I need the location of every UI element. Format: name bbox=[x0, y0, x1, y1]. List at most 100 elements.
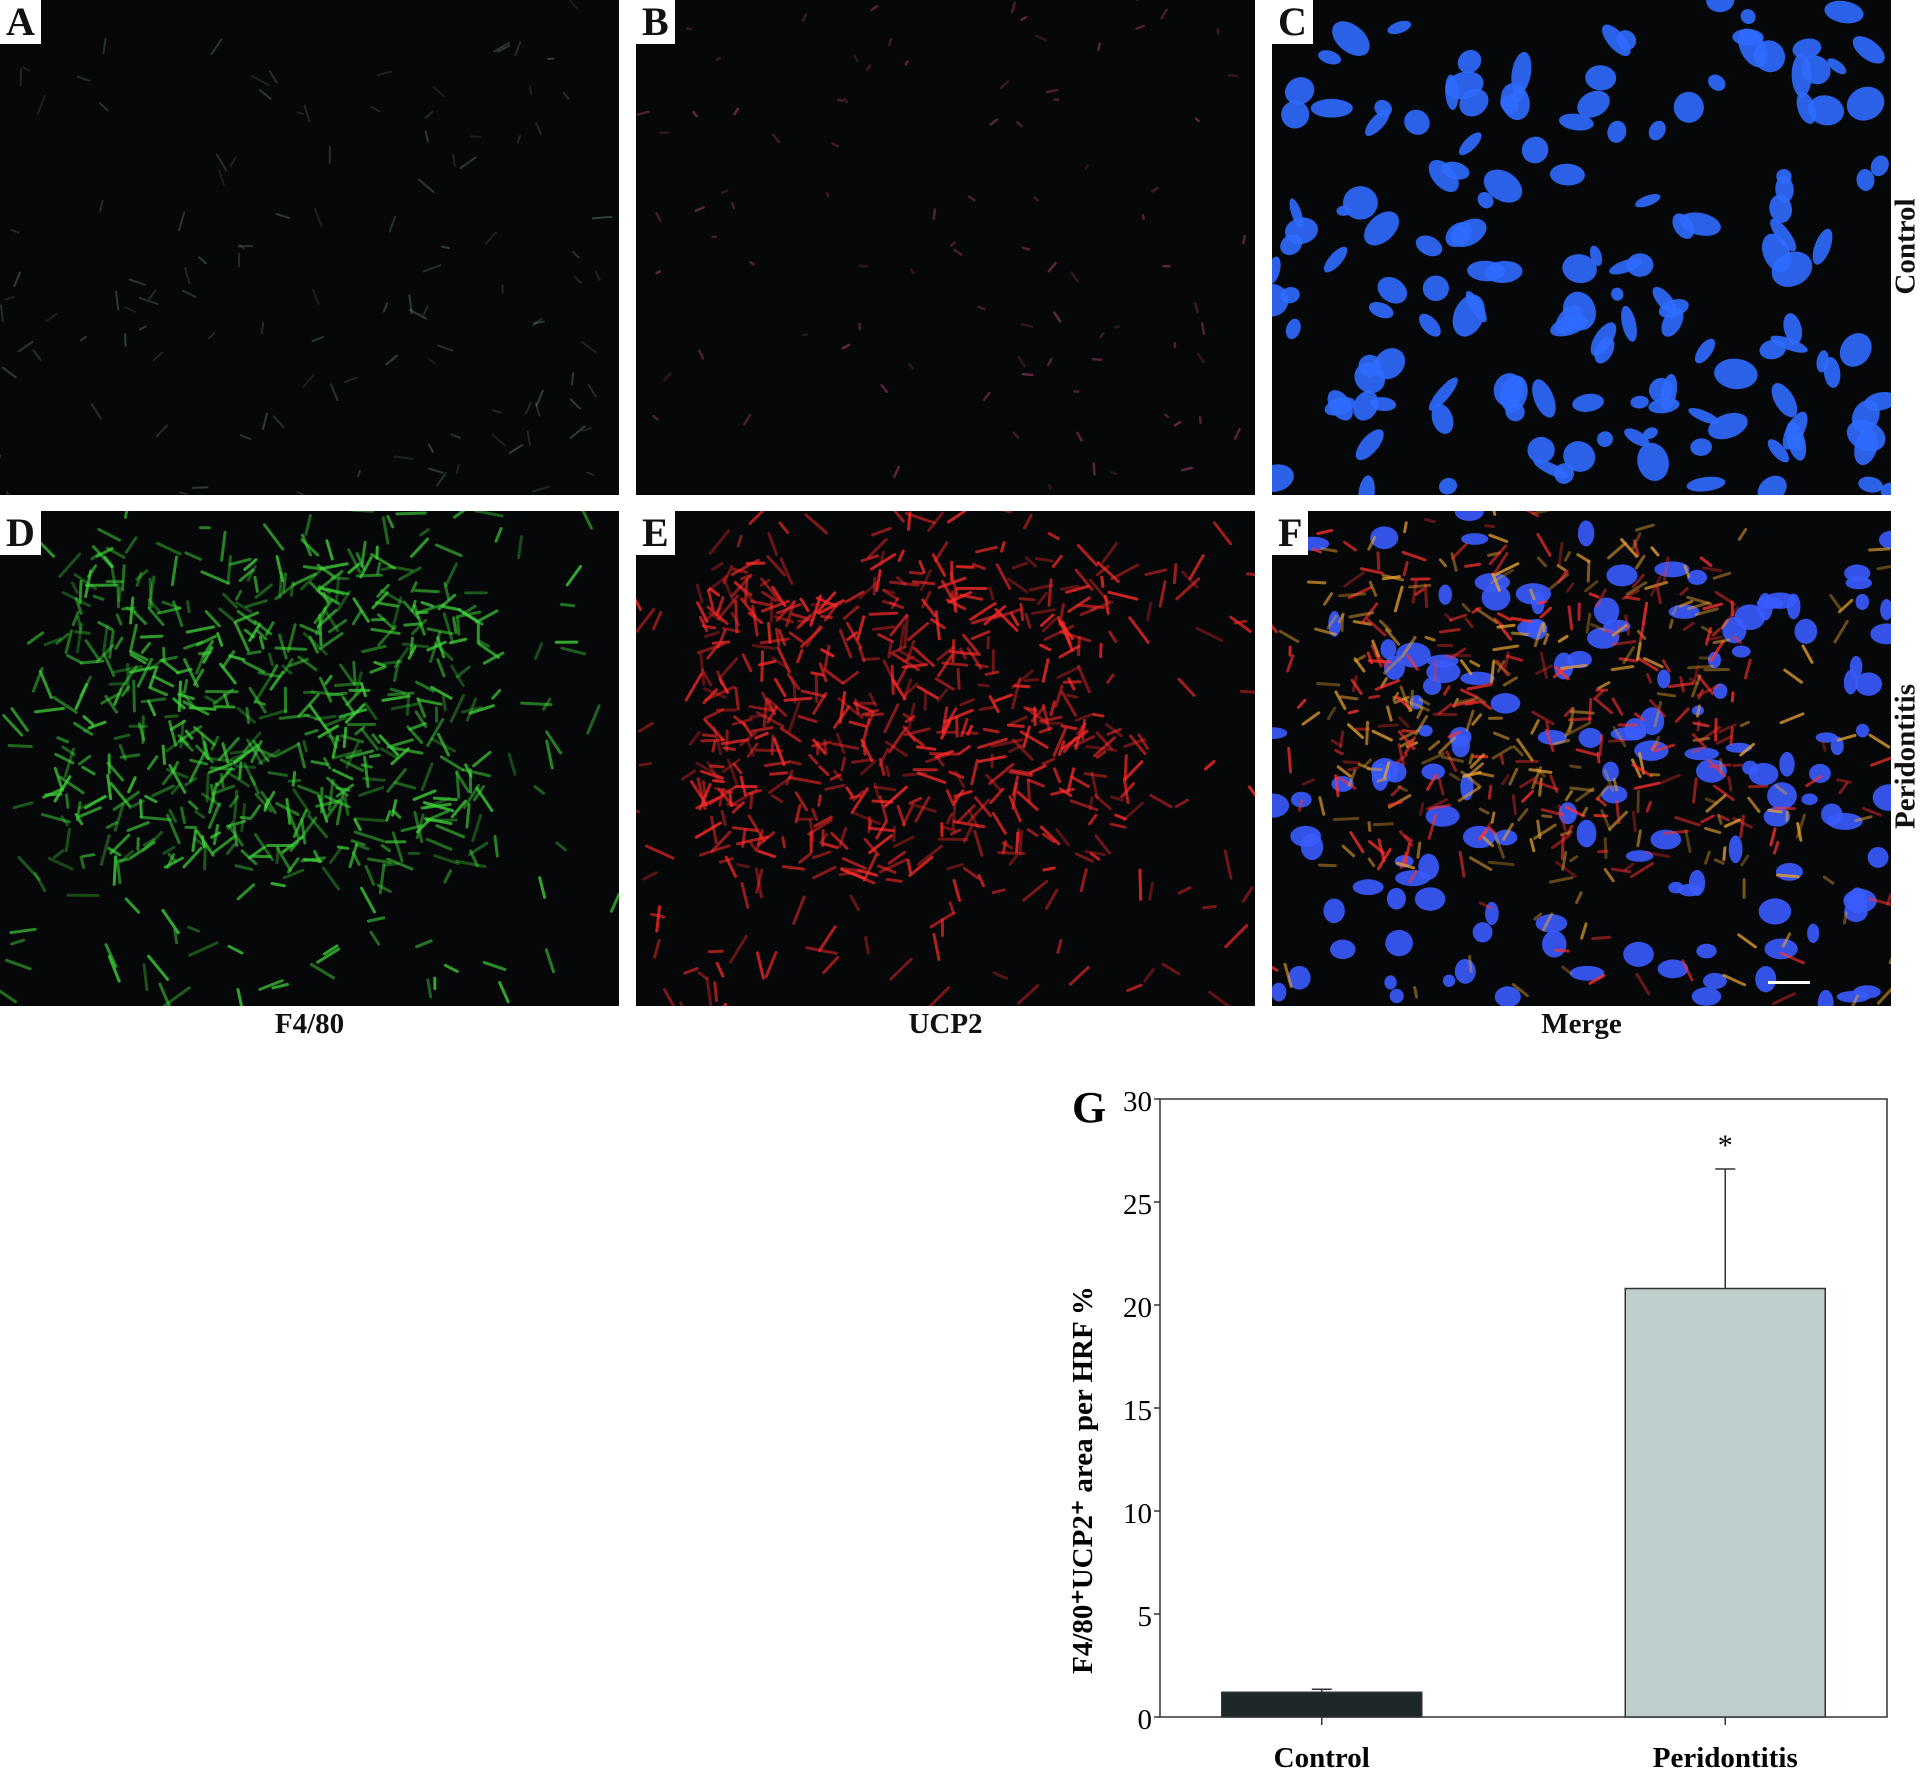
stain-fiber bbox=[1448, 613, 1468, 622]
stain-fiber bbox=[702, 688, 718, 705]
stain-fiber bbox=[700, 668, 713, 687]
bar-peridontitis bbox=[1624, 1287, 1826, 1718]
stain-fiber bbox=[1099, 642, 1103, 659]
stain-fiber bbox=[1427, 814, 1438, 840]
stain-fiber bbox=[822, 842, 839, 850]
stain-fiber bbox=[921, 598, 937, 617]
nucleus-blob bbox=[1654, 561, 1690, 578]
stain-fiber bbox=[736, 534, 743, 548]
stain-fiber bbox=[366, 857, 392, 865]
stain-fiber bbox=[1622, 645, 1635, 665]
stain-fiber bbox=[1314, 627, 1337, 636]
stain-fiber bbox=[12, 801, 34, 810]
stain-fiber bbox=[1493, 832, 1505, 859]
stain-fiber bbox=[728, 791, 734, 808]
stain-fiber bbox=[1160, 8, 1168, 20]
nucleus-blob bbox=[1737, 28, 1768, 68]
stain-fiber bbox=[292, 572, 318, 586]
nucleus-blob bbox=[1281, 100, 1310, 129]
stain-fiber bbox=[1085, 744, 1118, 753]
stain-fiber bbox=[218, 607, 235, 622]
stain-fiber bbox=[162, 845, 176, 855]
stain-fiber bbox=[90, 551, 102, 561]
stain-fiber bbox=[274, 583, 296, 601]
stain-fiber bbox=[948, 901, 956, 915]
nucleus-blob bbox=[1368, 301, 1394, 319]
stain-fiber bbox=[733, 107, 740, 116]
stain-fiber bbox=[1286, 654, 1295, 673]
stain-fiber bbox=[569, 425, 586, 439]
stain-fiber bbox=[84, 639, 101, 661]
nucleus-blob bbox=[1624, 428, 1650, 447]
stain-fiber bbox=[999, 80, 1010, 89]
stain-fiber bbox=[1010, 1, 1017, 13]
stain-fiber bbox=[997, 851, 1026, 856]
nucleus-blob bbox=[1856, 168, 1875, 191]
stain-fiber bbox=[1702, 566, 1723, 573]
stain-fiber bbox=[1631, 532, 1642, 550]
stain-fiber bbox=[636, 809, 641, 814]
stain-fiber bbox=[1484, 524, 1495, 528]
stain-fiber bbox=[700, 738, 726, 743]
nucleus-blob bbox=[1577, 90, 1610, 118]
stain-fiber bbox=[820, 614, 834, 620]
stain-fiber bbox=[297, 784, 320, 796]
stain-fiber bbox=[393, 659, 401, 683]
stain-fiber bbox=[706, 574, 728, 593]
stain-fiber bbox=[915, 745, 937, 751]
stain-fiber bbox=[275, 846, 280, 865]
stain-fiber bbox=[1399, 738, 1415, 748]
stain-fiber bbox=[1338, 592, 1367, 598]
stain-fiber bbox=[144, 794, 158, 804]
stain-fiber bbox=[706, 644, 719, 660]
stain-fiber bbox=[142, 838, 156, 847]
stain-fiber bbox=[1084, 849, 1106, 857]
stain-fiber bbox=[441, 694, 447, 712]
nucleus-blob bbox=[1342, 186, 1378, 220]
stain-fiber bbox=[1633, 781, 1661, 790]
stain-fiber bbox=[227, 944, 244, 955]
stain-fiber bbox=[1106, 727, 1122, 736]
stain-fiber bbox=[297, 655, 318, 672]
stain-fiber bbox=[1598, 733, 1604, 757]
stain-fiber bbox=[1769, 827, 1777, 847]
stain-fiber bbox=[468, 849, 479, 868]
stain-fiber bbox=[1612, 725, 1627, 748]
stain-fiber bbox=[1034, 557, 1054, 563]
stain-fiber bbox=[437, 344, 454, 352]
stain-fiber bbox=[1610, 665, 1635, 672]
stain-fiber bbox=[1643, 657, 1664, 669]
stain-fiber bbox=[905, 639, 916, 662]
stain-fiber bbox=[967, 809, 980, 829]
stain-fiber bbox=[1471, 713, 1483, 726]
stain-fiber bbox=[1660, 773, 1682, 784]
stain-fiber bbox=[195, 829, 215, 857]
nucleus-blob bbox=[1880, 482, 1891, 495]
nucleus-blob bbox=[1839, 333, 1872, 367]
nucleus-blob bbox=[1288, 965, 1311, 990]
stain-fiber bbox=[354, 843, 370, 851]
stain-fiber bbox=[124, 333, 127, 348]
stain-fiber bbox=[974, 796, 992, 818]
stain-fiber bbox=[482, 960, 507, 972]
stain-fiber bbox=[730, 558, 760, 576]
stain-fiber bbox=[1387, 800, 1403, 807]
stain-fiber bbox=[1557, 804, 1567, 832]
stain-fiber bbox=[493, 834, 499, 858]
stain-fiber bbox=[1247, 785, 1255, 798]
stain-fiber bbox=[129, 650, 149, 662]
stain-fiber bbox=[1377, 838, 1386, 863]
stain-fiber bbox=[707, 949, 724, 954]
stain-fiber bbox=[1508, 767, 1519, 786]
stain-fiber bbox=[257, 748, 281, 765]
stain-fiber bbox=[885, 877, 903, 883]
stain-fiber bbox=[811, 740, 832, 748]
stain-fiber bbox=[985, 773, 1002, 792]
stain-fiber bbox=[1418, 697, 1431, 706]
stain-fiber bbox=[701, 733, 717, 738]
stain-fiber bbox=[870, 4, 879, 12]
stain-fiber bbox=[742, 722, 753, 737]
stain-fiber bbox=[751, 604, 759, 637]
stain-fiber bbox=[1591, 935, 1612, 941]
stain-fiber bbox=[1743, 658, 1752, 680]
